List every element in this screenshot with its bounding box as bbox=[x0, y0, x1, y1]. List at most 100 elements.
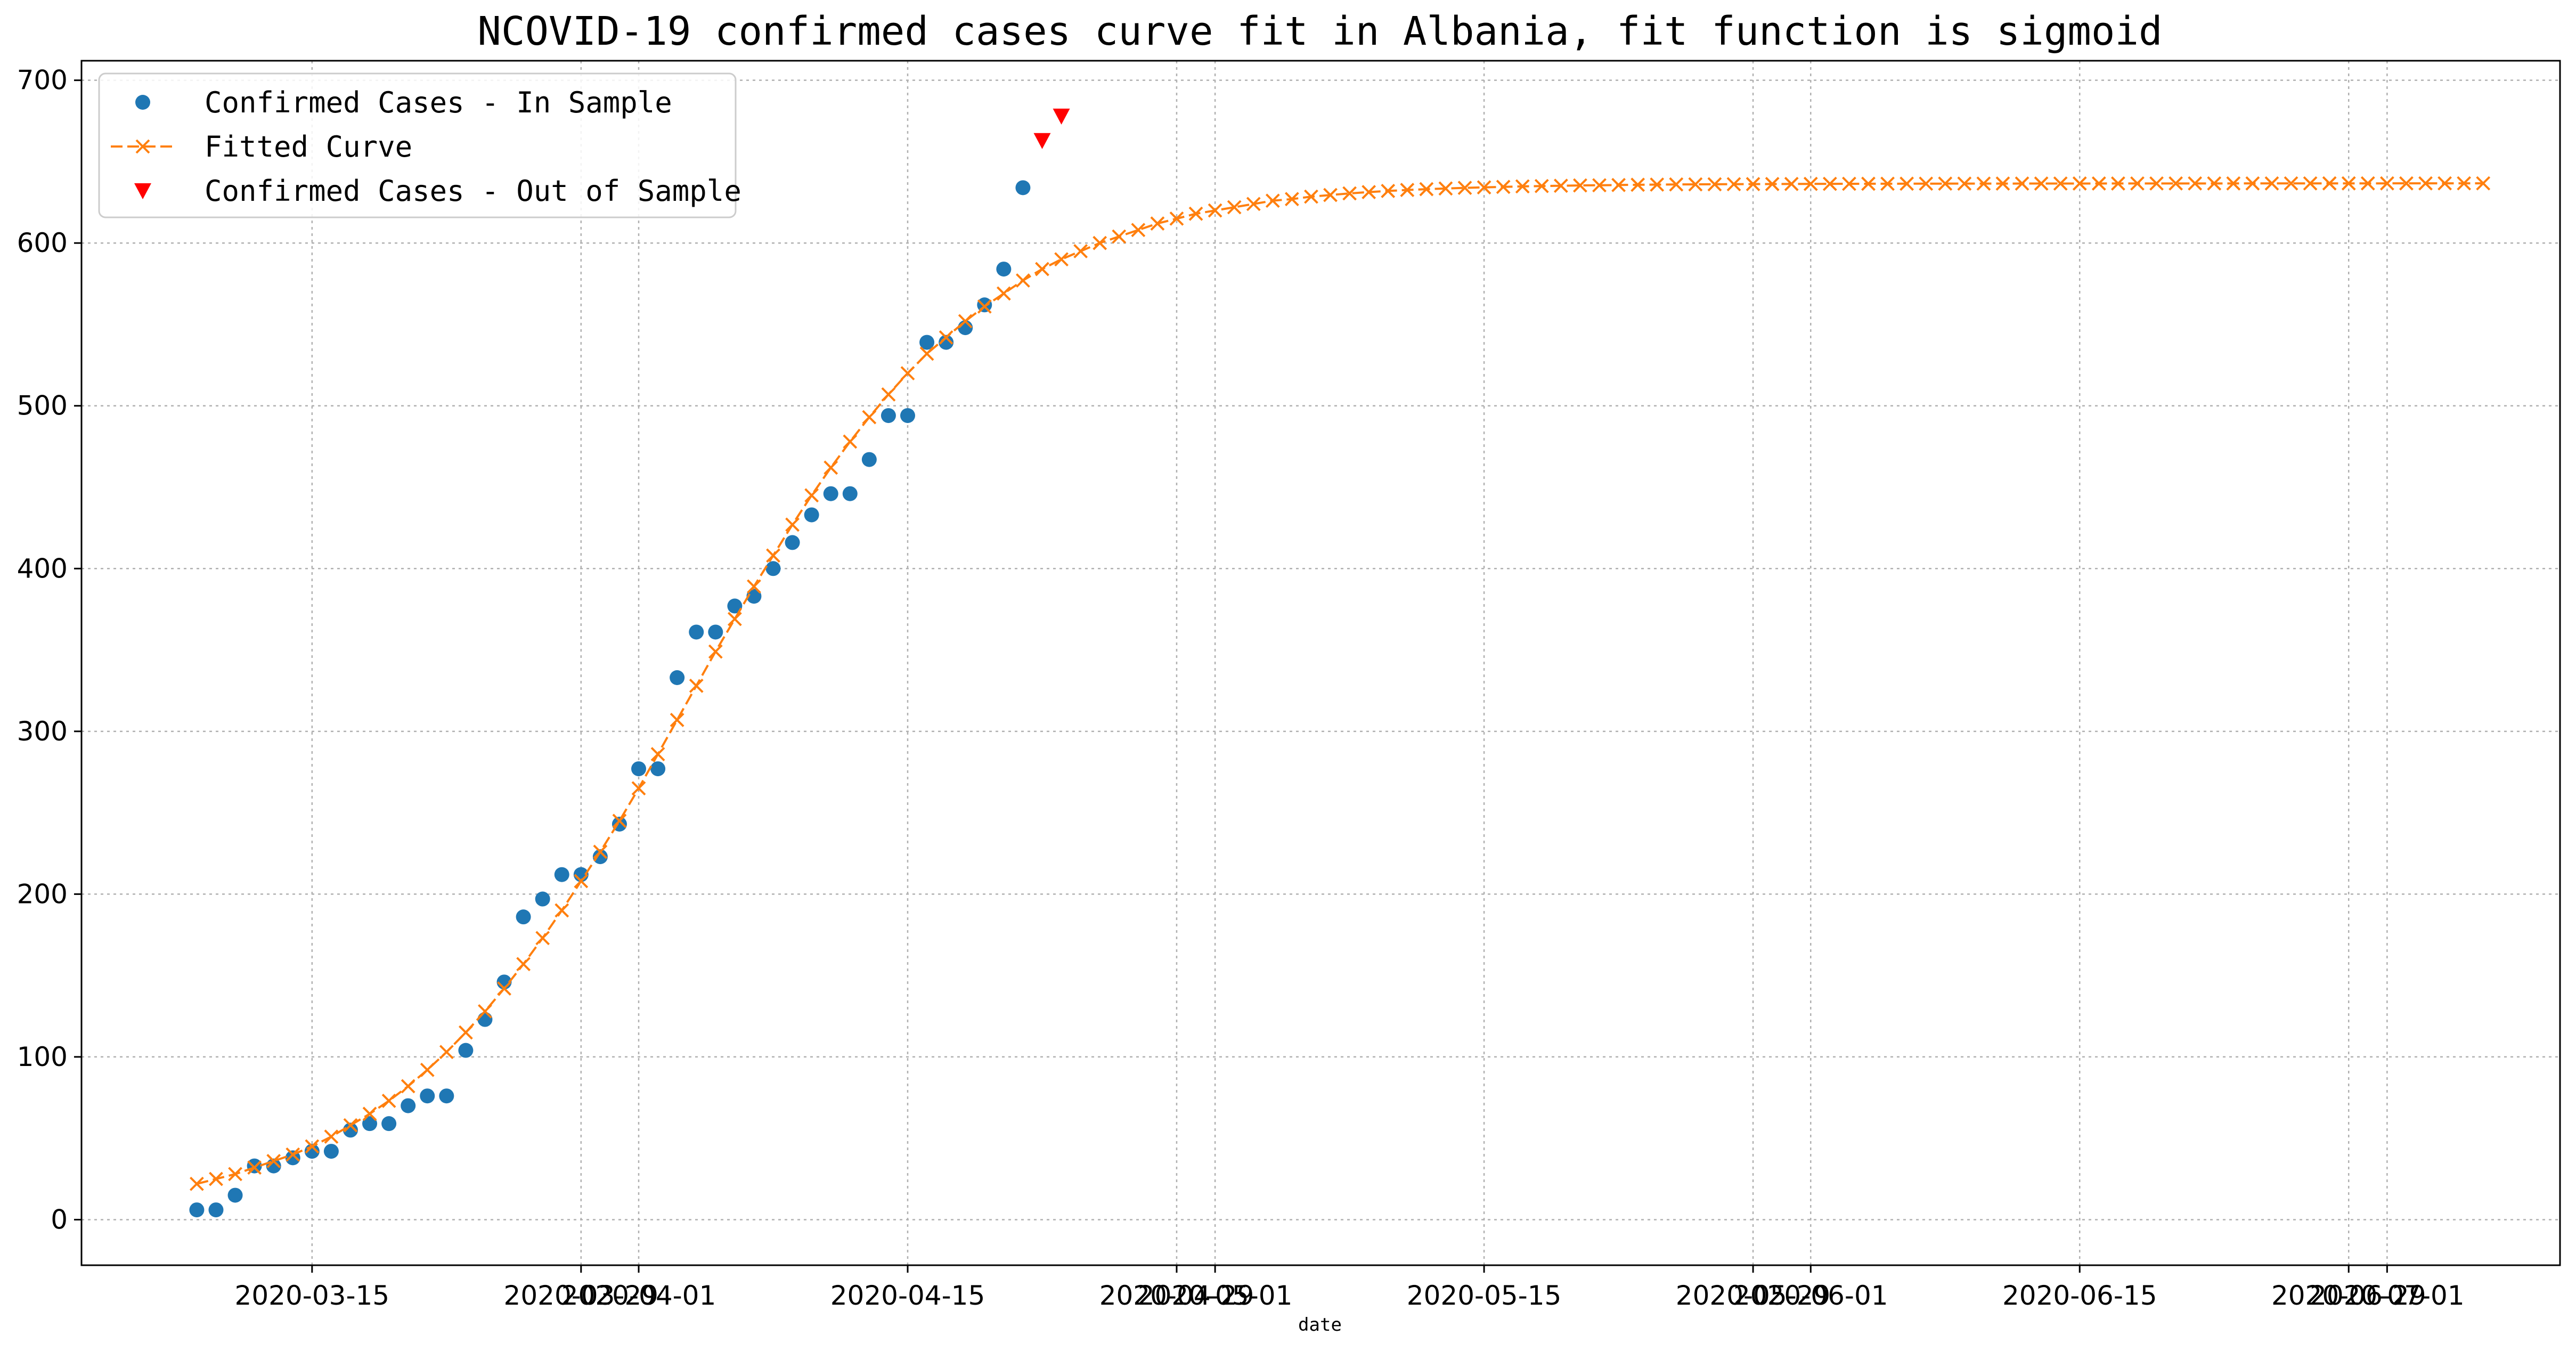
legend-label: Confirmed Cases - In Sample bbox=[205, 86, 672, 119]
y-tick-label: 300 bbox=[17, 716, 68, 747]
fitted-curve-marker bbox=[1169, 211, 1184, 226]
fitted-curve-marker bbox=[343, 1118, 358, 1133]
x-tick-label: 2020-05-29 bbox=[1676, 1280, 1831, 1311]
in-sample-point bbox=[670, 670, 685, 685]
fitted-curve-marker bbox=[1208, 203, 1222, 218]
y-tick-label: 0 bbox=[51, 1204, 68, 1235]
x-tick-label: 2020-06-29 bbox=[2271, 1280, 2426, 1311]
legend-triangle-marker bbox=[134, 183, 151, 199]
fitted-curve-marker bbox=[2226, 176, 2241, 191]
fitted-curve-marker bbox=[1515, 179, 1530, 194]
in-sample-point bbox=[227, 1187, 243, 1203]
fitted-curve-marker bbox=[1304, 189, 1318, 204]
y-tick-label: 700 bbox=[17, 65, 68, 96]
fitted-curve-marker bbox=[1669, 177, 1684, 192]
fitted-curve-marker bbox=[2303, 176, 2318, 191]
fitted-curve-marker bbox=[362, 1106, 377, 1121]
y-tick-label: 600 bbox=[17, 227, 68, 258]
fitted-curve-marker bbox=[1227, 200, 1242, 215]
x-tick-label: 2020-05-15 bbox=[1407, 1280, 1562, 1311]
fitted-curve-marker bbox=[1707, 177, 1722, 192]
fitted-curve-marker bbox=[2438, 176, 2452, 191]
legend-label: Confirmed Cases - Out of Sample bbox=[205, 174, 741, 208]
fitted-curve-marker bbox=[420, 1062, 435, 1077]
fitted-curve-marker bbox=[1400, 183, 1415, 198]
fitted-curve-marker bbox=[2399, 176, 2414, 191]
plot-frame bbox=[80, 60, 2561, 1266]
fitted-curve-marker bbox=[1150, 216, 1165, 231]
series-fitted-curve bbox=[190, 176, 2491, 1191]
in-sample-point bbox=[189, 1202, 205, 1218]
fitted-curve-marker bbox=[1093, 235, 1107, 250]
fitted-curve-marker bbox=[650, 747, 665, 762]
x-tick-label: 2020-06-15 bbox=[2002, 1280, 2157, 1311]
in-sample-point bbox=[996, 262, 1012, 277]
fitted-curve-marker bbox=[689, 678, 704, 693]
in-sample-point bbox=[439, 1088, 454, 1104]
plot-series bbox=[189, 108, 2491, 1218]
fitted-curve-marker bbox=[785, 517, 800, 532]
fitted-curve-marker bbox=[708, 644, 723, 659]
x-tick-label: 2020-03-15 bbox=[235, 1280, 390, 1311]
out-of-sample-point bbox=[1033, 133, 1051, 149]
fitted-curve-marker bbox=[1553, 178, 1568, 193]
fitted-curve-marker bbox=[1035, 262, 1049, 276]
fitted-curve-marker bbox=[670, 713, 684, 727]
chart-title: NCOVID-19 confirmed cases curve fit in A… bbox=[477, 9, 2162, 54]
fitted-curve-marker bbox=[612, 813, 627, 828]
fitted-curve-marker bbox=[631, 781, 646, 796]
fitted-curve-marker bbox=[555, 903, 569, 918]
in-sample-point bbox=[823, 486, 838, 501]
in-sample-point bbox=[420, 1088, 435, 1104]
in-sample-point bbox=[343, 1122, 358, 1138]
fitted-curve-marker bbox=[593, 844, 608, 859]
fitted-curve-marker bbox=[2110, 176, 2125, 191]
in-sample-point bbox=[842, 486, 858, 501]
in-sample-point bbox=[592, 849, 608, 865]
fitted-curve-marker bbox=[458, 1025, 473, 1040]
y-tick-label: 500 bbox=[17, 390, 68, 421]
fitted-curve-marker bbox=[2360, 176, 2375, 191]
fitted-curve-marker bbox=[439, 1045, 454, 1060]
fitted-curve-marker bbox=[2207, 176, 2222, 191]
fitted-curve-marker bbox=[401, 1079, 415, 1094]
grid-lines bbox=[81, 61, 2560, 1265]
fitted-curve-marker bbox=[804, 488, 819, 503]
in-sample-point bbox=[861, 452, 877, 467]
out-of-sample-point bbox=[1053, 108, 1070, 125]
fitted-curve-marker bbox=[1784, 176, 1799, 191]
fitted-curve-marker bbox=[247, 1160, 262, 1175]
fitted-curve-marker bbox=[881, 387, 896, 402]
fitted-curve-marker bbox=[1803, 176, 1818, 191]
fitted-curve-line bbox=[196, 182, 2483, 1185]
fitted-curve-marker bbox=[286, 1147, 300, 1162]
legend-item: Fitted Curve bbox=[111, 130, 412, 164]
fitted-curve-marker bbox=[919, 346, 934, 361]
fitted-curve-marker bbox=[2149, 176, 2164, 191]
fitted-curve-marker bbox=[2130, 176, 2145, 191]
fitted-curve-marker bbox=[2418, 176, 2433, 191]
fitted-curve-marker bbox=[1534, 178, 1549, 193]
fitted-curve-marker bbox=[1381, 184, 1396, 198]
x-tick-label: 2020-03-29 bbox=[504, 1280, 659, 1311]
fitted-curve-marker bbox=[1573, 178, 1587, 193]
fitted-curve-marker bbox=[958, 314, 973, 329]
fitted-curve-marker bbox=[1938, 176, 1953, 191]
legend-item: Confirmed Cases - In Sample bbox=[135, 86, 672, 119]
x-tick-label: 2020-07-01 bbox=[2310, 1280, 2465, 1311]
fitted-curve-marker bbox=[2245, 176, 2260, 191]
fitted-curve-marker bbox=[305, 1139, 320, 1154]
fitted-curve-marker bbox=[1842, 176, 1856, 191]
x-tick-label: 2020-04-15 bbox=[830, 1280, 985, 1311]
in-sample-point bbox=[939, 335, 954, 350]
fitted-curve-marker bbox=[1362, 185, 1376, 199]
fitted-curve-marker bbox=[2034, 176, 2049, 191]
legend-circle-marker bbox=[135, 95, 150, 110]
in-sample-point bbox=[727, 598, 743, 614]
fitted-curve-marker bbox=[2341, 176, 2356, 191]
x-axis-label: date bbox=[1298, 1314, 1342, 1336]
fitted-curve-marker bbox=[996, 286, 1011, 301]
